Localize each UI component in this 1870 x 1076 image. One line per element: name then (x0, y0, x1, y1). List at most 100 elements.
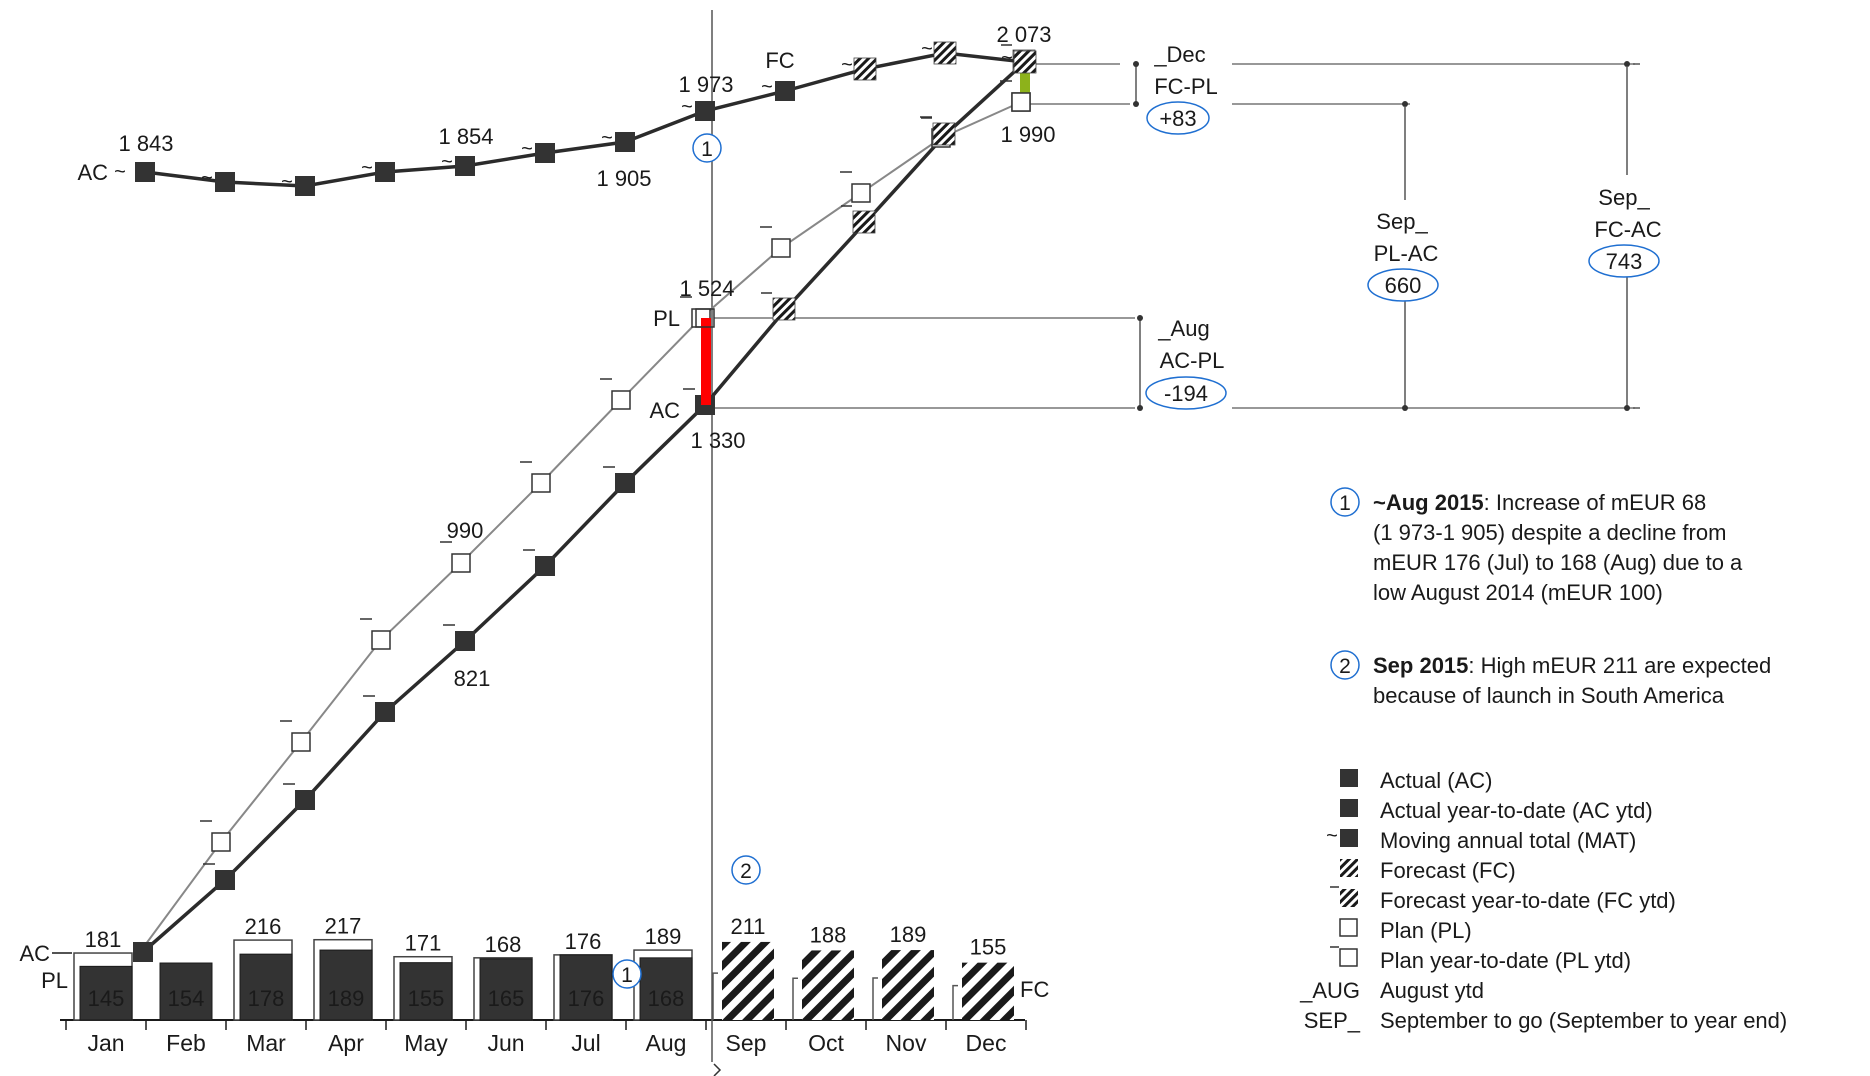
x-tick-label-jan: Jan (87, 1030, 124, 1056)
mat-marker-tilde: ~ (761, 76, 773, 98)
pl-ytd-marker-aug-outline (695, 308, 715, 328)
note-2-bold: Sep 2015 (1373, 653, 1468, 678)
pl-bar-value-jan: 181 (85, 927, 122, 952)
pl-ytd-line (139, 101, 1022, 953)
sep-pl-bracket-subtitle: PL-AC (1374, 241, 1439, 266)
pl-bar-value-jun: 168 (485, 932, 522, 957)
mat-ac-marker-apr (375, 162, 395, 182)
x-tick-label-apr: Apr (328, 1030, 364, 1056)
mat-value-jan: 1 843 (118, 131, 173, 156)
legend-symbol-aug: _AUG (1299, 978, 1360, 1003)
mat-value-aug: 1 905 (596, 166, 651, 191)
x-tick-label-oct: Oct (808, 1030, 844, 1056)
pl-ytd-marker-jun (531, 473, 551, 493)
mat-marker-tilde: ~ (441, 151, 453, 173)
x-tick-label-dec: Dec (966, 1030, 1007, 1056)
legend-swatch-ac (1340, 769, 1358, 787)
dec-bracket-value: +83 (1159, 106, 1196, 131)
mat-marker-tilde: ~ (601, 127, 613, 149)
pl-bar-value-aug: 189 (645, 924, 682, 949)
mat-value-dec: 2 073 (996, 22, 1051, 47)
note-2-text: : High mEUR 211 are expected (1468, 653, 1771, 678)
aug-ac-pl-gap-bar (701, 318, 711, 405)
sep-pl-bracket-title: Sep_ (1376, 209, 1428, 234)
aug-bracket-title: _Aug (1157, 316, 1209, 341)
pl-ytd-marker-may (451, 553, 471, 573)
ac-ytd-value-aug: 1 330 (690, 428, 745, 453)
fc-bars-label: FC (1020, 977, 1049, 1002)
ac-bar-mar (239, 953, 293, 1021)
pl-bar-stub-oct (792, 977, 798, 1020)
mat-ac-marker-may (455, 156, 475, 176)
ac-ytd-series-label: AC (649, 398, 680, 423)
fc-bar-nov (882, 950, 934, 1020)
ac-bar-feb (159, 962, 213, 1021)
ac-bar-jun (479, 958, 533, 1021)
sep-fc-value-oval (1588, 244, 1660, 278)
ac-ytd-marker-apr (375, 702, 395, 722)
x-tick-label-jun: Jun (487, 1030, 524, 1056)
note-1-line-2: (1 973-1 905) despite a decline from (1373, 520, 1726, 545)
sep-fc-bracket-subtitle: FC-AC (1594, 217, 1661, 242)
pl-bar-stub-nov (872, 977, 878, 1020)
ac-bar-aug (639, 957, 693, 1021)
mat-fc-marker-oct (853, 57, 877, 81)
note-2-line-1: Sep 2015: High mEUR 211 are expected (1373, 653, 1771, 678)
x-tick-label-aug: Aug (646, 1030, 687, 1056)
note-2-line-2: because of launch in South America (1373, 683, 1725, 708)
mat-ac-marker-sep (775, 81, 795, 101)
mat-fc-label: FC (765, 48, 794, 73)
ac-ytd-value-may: 821 (454, 666, 491, 691)
note-1-line-1: ~Aug 2015: Increase of mEUR 68 (1373, 490, 1706, 515)
sep-pl-bracket-value: 660 (1385, 273, 1422, 298)
ac-bar-jan (79, 965, 133, 1021)
ac-bar-value-jan: 145 (88, 986, 125, 1011)
dec-bracket-dot-bottom (1133, 101, 1139, 107)
x-tick-label-nov: Nov (886, 1030, 927, 1056)
sep-pl-dot-bottom (1402, 405, 1408, 411)
ac-bar-apr (319, 949, 373, 1021)
mat-marker-tilde: ~ (281, 171, 293, 193)
note-1-marker: 1 (1339, 492, 1351, 515)
dec-bracket-dot-top (1133, 61, 1139, 67)
fc-bar-oct (802, 950, 854, 1020)
note-2-marker: 2 (1339, 655, 1351, 678)
fc-bar-sep (722, 941, 774, 1020)
ac-ytd-line (141, 60, 1027, 954)
mat-fc-marker-dec (1013, 50, 1037, 74)
fc-bar-value-oct: 188 (810, 922, 847, 947)
ac-bar-value-jun: 165 (488, 986, 525, 1011)
ac-ytd-marker-may (455, 631, 475, 651)
mat-ac-marker-jul (615, 132, 635, 152)
ac-ytd-marker-jul (615, 473, 635, 493)
marker-sep-bar-circle (731, 855, 761, 885)
mat-marker-tilde: ~ (681, 96, 693, 118)
ac-bar-jul (559, 954, 613, 1021)
aug-bracket-value: -194 (1164, 381, 1208, 406)
aug-bracket-value-oval (1145, 376, 1227, 410)
pl-bar-stub-sep (712, 972, 718, 1020)
x-tick-label-may: May (404, 1030, 448, 1056)
ac-ytd-marker-jan (133, 942, 153, 962)
note-1-bold: ~Aug 2015 (1373, 490, 1484, 515)
pl-ytd-marker-oct (851, 183, 871, 203)
fc-bar-value-dec: 155 (970, 935, 1007, 960)
fc-ytd-marker-nov (932, 122, 956, 146)
sep-pl-dot-top (1402, 101, 1408, 107)
mat-fc-line (784, 51, 1026, 93)
ac-bar-may (399, 962, 453, 1021)
pl-bar-value-apr: 217 (325, 914, 362, 939)
mat-ac-marker-aug (695, 101, 715, 121)
mat-marker-tilde: ~ (921, 38, 933, 60)
ac-ytd-marker-mar (295, 790, 315, 810)
fc-ytd-marker-sep (772, 297, 796, 321)
fc-bar-dec (962, 962, 1014, 1020)
legend-swatch-pl_ytd (1339, 948, 1358, 967)
aug-bracket-subtitle: AC-PL (1160, 348, 1225, 373)
aug-bracket-dot-top (1137, 315, 1143, 321)
mat-ac-marker-mar (295, 176, 315, 196)
legend-item-ac: Actual (AC) (1380, 768, 1492, 793)
ac-bars-label: AC (19, 941, 50, 966)
legend-item-fc: Forecast (FC) (1380, 858, 1516, 883)
